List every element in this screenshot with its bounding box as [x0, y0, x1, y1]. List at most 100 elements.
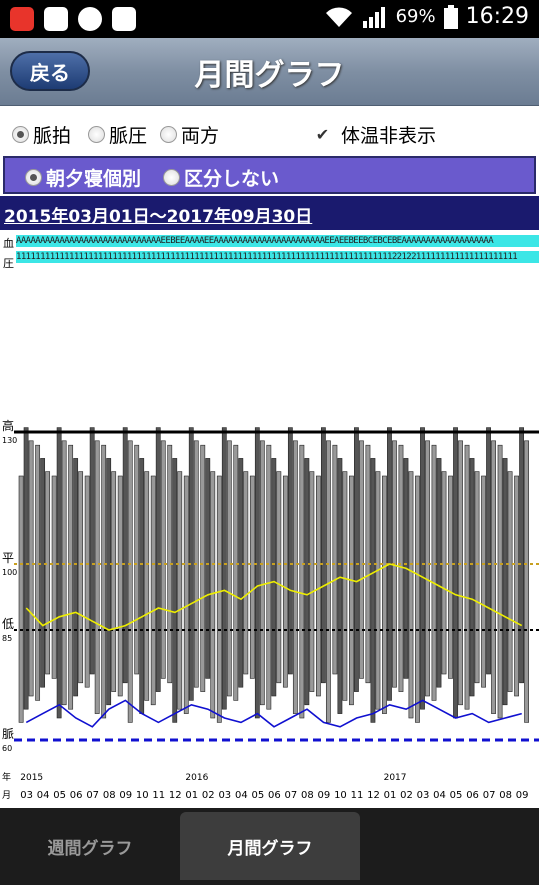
option-separate[interactable]: 朝夕寝個別 — [25, 164, 141, 191]
chart-bar — [458, 440, 463, 706]
face-icon — [78, 7, 102, 31]
chart-bar — [519, 427, 524, 684]
chart-bar — [309, 471, 315, 692]
period-bar: 朝夕寝個別 区分しない — [3, 156, 536, 194]
chart-bar — [304, 458, 310, 706]
reference-label: 平 — [2, 551, 14, 565]
chart-bar — [349, 475, 354, 706]
chart-bar — [276, 471, 282, 684]
chart-bar — [183, 475, 189, 714]
signal-icon — [362, 6, 385, 28]
chart-bar — [436, 458, 442, 688]
option-pressure[interactable]: 脈圧 — [88, 121, 147, 148]
chart-bar — [320, 427, 326, 684]
month-tick-label: 01 — [384, 790, 397, 801]
month-tick-label: 09 — [318, 790, 331, 801]
month-tick-label: 08 — [103, 790, 116, 801]
option-pulse[interactable]: 脈拍 — [12, 121, 71, 148]
month-tick-label: 07 — [483, 790, 496, 801]
code-row-label-pressure: 圧 — [3, 257, 14, 270]
option-separate-label: 朝夕寝個別 — [46, 168, 142, 190]
chart-bar — [216, 475, 222, 723]
back-button[interactable]: 戻る — [10, 51, 90, 91]
chart-bar — [507, 471, 513, 692]
mail-icon — [44, 7, 68, 31]
chart-bar — [150, 475, 156, 706]
chart-bar — [474, 471, 480, 684]
reference-value: 100 — [2, 568, 17, 577]
chart-bar — [226, 440, 232, 697]
chart-bar — [68, 444, 74, 710]
radio-no-split[interactable] — [163, 169, 180, 186]
month-tick-label: 03 — [20, 790, 33, 801]
chart-bar — [122, 427, 128, 684]
chart-bar — [233, 444, 239, 701]
month-tick-label: 07 — [285, 790, 298, 801]
month-tick-label: 07 — [86, 790, 99, 801]
chart-bar — [210, 471, 216, 719]
month-tick-label: 06 — [268, 790, 281, 801]
year-tick-label: 2017 — [384, 773, 407, 783]
radio-pressure[interactable] — [88, 126, 105, 143]
chart-bar — [35, 444, 41, 701]
page-title: 月間グラフ — [194, 58, 345, 93]
chart-bar — [325, 440, 331, 723]
app-notification-icon — [10, 7, 34, 31]
code-row-blood: AAAAAAAAAAAAAAAAAAAAAAAAAAAAAAEEBEEAAAAE… — [16, 235, 539, 247]
radio-pulse[interactable] — [12, 126, 29, 143]
chart-bar — [117, 475, 123, 697]
chart-bar — [254, 427, 260, 719]
month-tick-label: 02 — [202, 790, 215, 801]
month-tick-label: 05 — [53, 790, 66, 801]
date-range-bar: 2015年03月01日～2017年09月30日 — [0, 196, 539, 230]
option-both[interactable]: 両方 — [160, 121, 219, 148]
reference-label: 低 — [2, 617, 14, 631]
chart-bar — [292, 440, 298, 714]
tab-monthly-label: 月間グラフ — [227, 838, 313, 859]
chart-bar — [101, 444, 107, 719]
chart-bar — [89, 427, 95, 675]
chart-bar — [106, 458, 112, 706]
year-tick-label: 2016 — [185, 773, 208, 783]
chart-bar — [375, 471, 381, 710]
tab-weekly-graph[interactable]: 週間グラフ — [0, 812, 180, 880]
chart-bar — [61, 440, 67, 706]
chart-bar — [315, 475, 321, 697]
chart-bar — [441, 471, 447, 675]
chart-bar — [28, 440, 34, 697]
chart-bar — [299, 444, 305, 719]
chart-bar — [337, 458, 343, 714]
option-no-split[interactable]: 区分しない — [163, 164, 279, 191]
chart-bar — [420, 427, 425, 710]
month-tick-label: 03 — [218, 790, 231, 801]
month-tick-label: 03 — [417, 790, 430, 801]
date-range-link[interactable]: 2015年03月01日～2017年09月30日 — [4, 207, 313, 227]
month-tick-label: 12 — [367, 790, 380, 801]
chart-bar — [287, 427, 293, 675]
chart-bar — [18, 475, 24, 723]
checkbox-hide-temperature[interactable]: ✔ — [315, 125, 330, 144]
option-hide-temperature[interactable]: ✔ 体温非表示 — [314, 121, 436, 148]
chart-bar — [481, 475, 486, 688]
chart-bar — [408, 471, 414, 719]
app-header: 戻る 月間グラフ — [0, 38, 539, 106]
chart-bar — [23, 427, 29, 710]
chart-bar — [514, 475, 519, 697]
reference-value: 85 — [2, 634, 12, 643]
option-no-split-label: 区分しない — [184, 168, 280, 190]
chart-bar — [238, 458, 244, 688]
radio-both[interactable] — [160, 126, 177, 143]
chart-bar — [382, 475, 387, 714]
month-tick-label: 02 — [400, 790, 413, 801]
chart-bar — [111, 471, 117, 692]
chart-bar — [177, 471, 183, 710]
year-axis-label: 年 — [2, 771, 11, 783]
chart-bar — [425, 440, 430, 697]
month-tick-label: 04 — [433, 790, 446, 801]
chart-bar — [359, 440, 364, 679]
chart-bar — [453, 427, 458, 719]
radio-separate[interactable] — [25, 169, 42, 186]
month-tick-label: 08 — [301, 790, 314, 801]
series-line — [25, 699, 522, 728]
tab-monthly-graph[interactable]: 月間グラフ — [180, 812, 360, 880]
